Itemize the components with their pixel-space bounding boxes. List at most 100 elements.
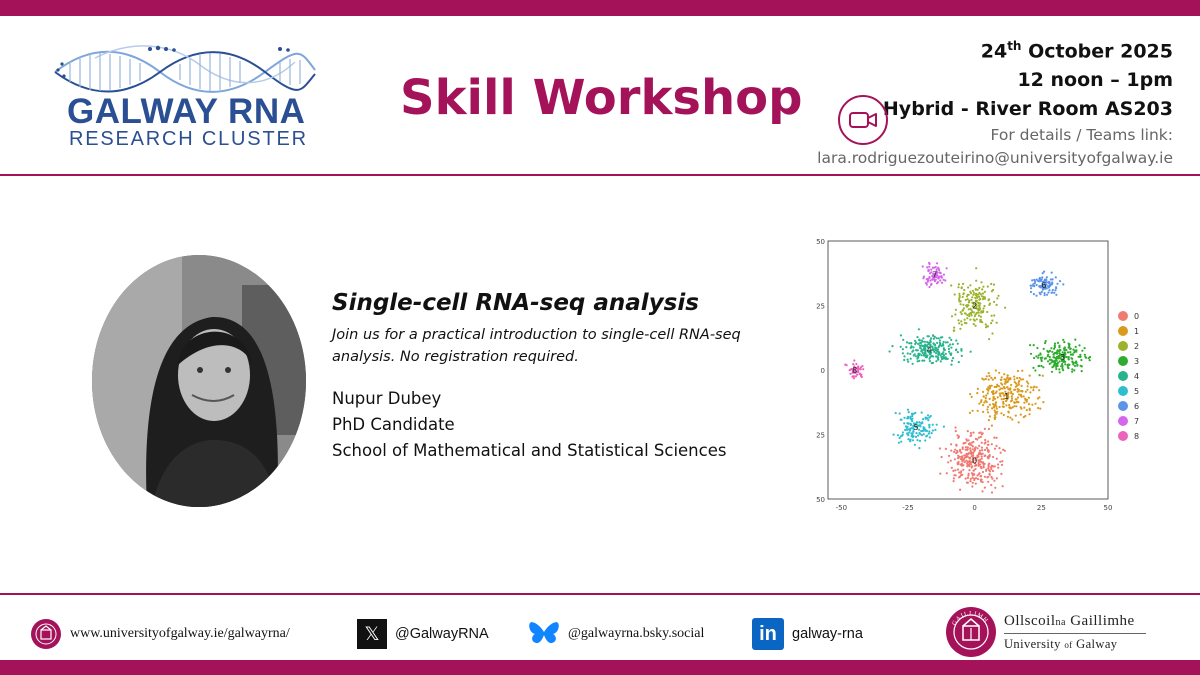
cluster-6-points <box>1029 270 1065 297</box>
talk-title: Single-cell RNA-seq analysis <box>332 290 699 316</box>
cell-point <box>1025 398 1029 401</box>
footer-linkedin[interactable]: in galway-rna <box>752 618 863 650</box>
cell-point <box>912 354 915 357</box>
cell-point <box>928 265 931 268</box>
cell-point <box>981 449 984 452</box>
speaker-school: School of Mathematical and Statistical S… <box>332 441 727 460</box>
footer-website[interactable]: www.universityofgalway.ie/galwayrna/ <box>30 618 290 650</box>
cell-point <box>907 438 910 441</box>
cell-point <box>907 434 910 437</box>
cell-point <box>1050 347 1053 350</box>
cell-point <box>994 486 997 489</box>
cell-point <box>983 442 986 445</box>
cell-point <box>1037 356 1040 359</box>
cell-point <box>971 485 974 488</box>
cell-point <box>956 342 959 345</box>
cell-point <box>987 450 990 453</box>
cell-point <box>968 469 971 472</box>
cell-point <box>857 370 860 373</box>
cell-point <box>950 359 954 362</box>
cell-point <box>1076 364 1079 367</box>
cell-point <box>949 352 952 355</box>
cell-point <box>937 357 940 360</box>
cell-point <box>933 280 936 283</box>
cell-point <box>1060 354 1063 357</box>
cell-point <box>922 433 925 436</box>
cell-point <box>994 411 997 414</box>
cell-point <box>970 314 973 317</box>
cell-point <box>981 470 985 474</box>
cell-point <box>1051 350 1054 353</box>
cell-point <box>904 428 907 432</box>
event-date-suffix: th <box>1007 39 1022 53</box>
cell-point <box>1038 364 1041 367</box>
cell-point <box>906 408 910 411</box>
wordmark-rule <box>1004 633 1146 634</box>
cell-point <box>1061 362 1064 366</box>
cell-point <box>958 475 961 478</box>
cell-point <box>978 286 981 289</box>
cell-point <box>1079 364 1082 367</box>
cell-point <box>957 361 960 364</box>
cell-point <box>1080 358 1083 362</box>
cell-point <box>945 357 948 361</box>
cell-point <box>937 276 940 279</box>
cell-point <box>912 349 915 352</box>
cell-point <box>995 405 998 408</box>
cell-point <box>963 457 966 460</box>
footer-x[interactable]: 𝕏 @GalwayRNA <box>357 618 489 650</box>
cell-point <box>971 458 974 461</box>
contact-email[interactable]: lara.rodriguezouteirino@universityofgalw… <box>817 149 1173 168</box>
cell-point <box>925 435 928 438</box>
university-name-english: University of Galway <box>1004 636 1146 653</box>
footer-bluesky[interactable]: @galwayrna.bsky.social <box>528 618 704 650</box>
cell-point <box>1034 280 1037 283</box>
cell-point <box>1052 365 1055 368</box>
bluesky-handle[interactable]: @galwayrna.bsky.social <box>568 626 705 641</box>
cell-point <box>993 465 996 468</box>
cell-point <box>1051 281 1054 284</box>
cell-point <box>933 335 936 338</box>
cell-point <box>942 354 945 357</box>
cell-point <box>1083 347 1086 350</box>
cell-point <box>987 465 990 468</box>
cell-point <box>1043 282 1046 286</box>
cell-point <box>944 279 947 282</box>
cell-point <box>918 439 922 442</box>
linkedin-handle[interactable]: galway-rna <box>792 626 863 642</box>
cell-point <box>1006 397 1009 400</box>
cell-point <box>954 313 957 316</box>
cell-point <box>979 463 982 466</box>
cell-point <box>933 348 936 351</box>
cell-point <box>964 448 967 451</box>
cell-point <box>1055 358 1058 361</box>
cell-point <box>969 431 972 435</box>
x-handle[interactable]: @GalwayRNA <box>395 626 489 642</box>
cell-point <box>940 356 943 359</box>
cell-point <box>1058 280 1062 283</box>
cell-point <box>969 463 973 466</box>
university-seal-icon <box>31 619 61 649</box>
y-tick-label: 0 <box>821 367 825 375</box>
cell-point <box>982 395 985 398</box>
cell-point <box>1071 353 1074 356</box>
cell-point <box>998 371 1001 374</box>
cell-point <box>976 454 979 457</box>
cell-point <box>852 363 855 366</box>
cell-point <box>954 426 957 429</box>
cell-point <box>1000 398 1003 401</box>
website-link[interactable]: www.universityofgalway.ie/galwayrna/ <box>70 626 290 641</box>
cell-point <box>914 422 917 425</box>
cell-point <box>1017 421 1020 424</box>
cell-point <box>930 282 933 285</box>
legend-swatch-5 <box>1118 386 1128 396</box>
cell-point <box>993 314 996 317</box>
x-tick-label: 25 <box>1037 504 1046 512</box>
cell-point <box>856 373 859 376</box>
cell-point <box>977 311 980 314</box>
cell-point <box>961 447 964 451</box>
cell-point <box>1023 401 1026 404</box>
cell-point <box>929 353 932 356</box>
cell-point <box>1000 376 1003 379</box>
cell-point <box>920 434 924 437</box>
